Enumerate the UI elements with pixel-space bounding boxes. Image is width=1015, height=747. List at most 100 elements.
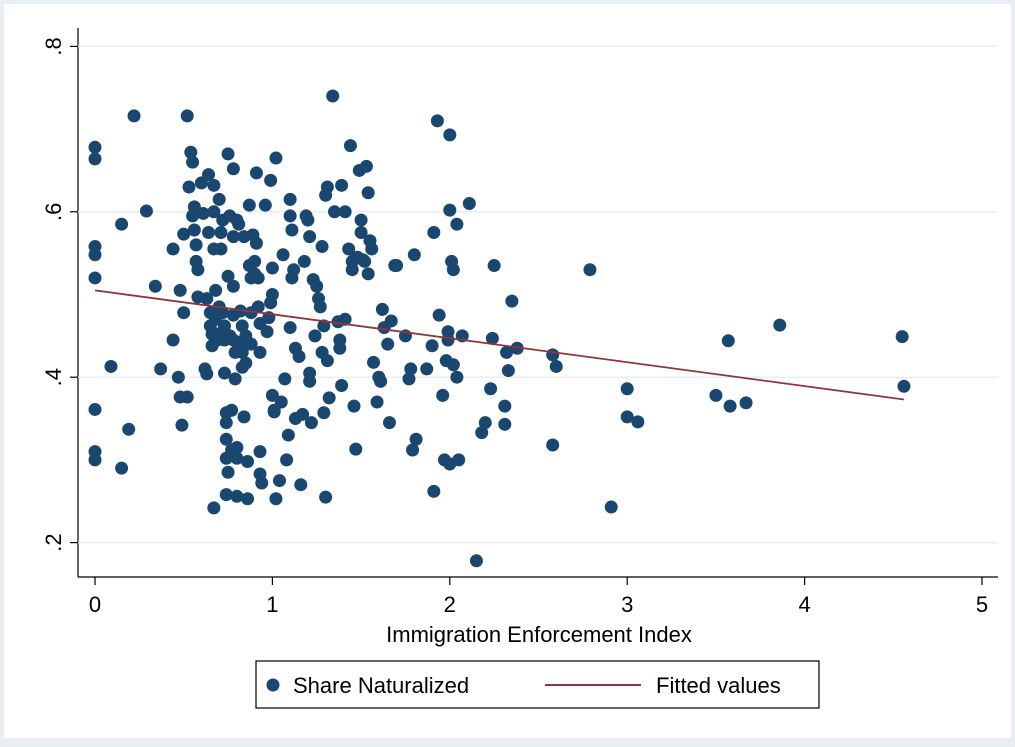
scatter-point [196,206,210,220]
scatter-point [895,330,909,344]
scatter-point [897,379,911,393]
scatter-point [276,248,290,262]
scatter-point [425,339,439,353]
scatter-point [347,399,361,413]
scatter-point [510,341,524,355]
scatter-point [359,159,373,173]
x-tick-label: 4 [798,592,810,617]
scatter-point [320,180,334,194]
scatter-point [631,415,645,429]
scatter-point [287,263,301,277]
scatter-point [335,378,349,392]
scatter-point [230,451,244,465]
scatter-point [251,300,265,314]
scatter-point [443,128,457,142]
scatter-point [384,314,398,328]
scatter-point [207,205,221,219]
scatter-point [452,453,466,467]
scatter-point [219,432,233,446]
scatter-point [148,279,162,293]
scatter-point [475,426,489,440]
scatter-point [478,416,492,430]
scatter-point [367,355,381,369]
scatter-point [166,242,180,256]
scatter-point [186,155,200,169]
scatter-point [88,140,102,154]
scatter-point [235,345,249,359]
scatter-point [218,366,232,380]
scatter-point [327,205,341,219]
scatter-point [281,428,295,442]
scatter-point [182,180,196,194]
scatter-point [175,418,189,432]
scatter-point [315,240,329,254]
scatter-point [546,348,560,362]
scatter-point [184,145,198,159]
scatter-point [498,399,512,413]
scatter-point [244,337,258,351]
scatter-point [427,225,441,239]
scatter-point [443,203,457,217]
legend-marker-share-naturalized [266,678,280,692]
scatter-point [249,236,263,250]
scatter-point [139,204,153,218]
scatter-point [216,306,230,320]
scatter-point [500,345,514,359]
scatter-point [469,554,483,568]
scatter-point [154,362,168,376]
scatter-point [88,453,102,467]
scatter-point [354,225,368,239]
scatter-point [269,492,283,506]
scatter-point [320,354,334,368]
scatter-point [278,372,292,386]
scatter-point [361,186,375,200]
scatter-point [189,238,203,252]
scatter-point [200,367,214,381]
scatter-point [283,209,297,223]
scatter-point [297,254,311,268]
scatter-point [292,350,306,364]
scatter-point [228,372,242,386]
scatter-point [498,417,512,431]
scatter-point [375,302,389,316]
scatter-point [221,269,235,283]
scatter-point [241,455,255,469]
scatter-point [283,192,297,206]
legend: Share Naturalized Fitted values [255,660,820,709]
scatter-point [177,306,191,320]
scatter-point [225,403,239,417]
scatter-point [432,308,446,322]
scatter-point [317,319,331,333]
scatter-point [214,242,228,256]
scatter-point [583,263,597,277]
x-tick-label: 3 [621,592,633,617]
scatter-point [358,254,372,268]
scatter-point [226,230,240,244]
scatter-point [709,388,723,402]
scatter-point [202,168,216,182]
scatter-point [406,443,420,457]
scatter-point [436,388,450,402]
scatter-point [308,329,322,343]
scatter-point [620,382,634,396]
scatter-point [171,370,185,384]
scatter-point [349,442,363,456]
scatter-point [255,476,269,490]
scatter-point [446,358,460,372]
scatter-point [338,312,352,326]
scatter-point [242,198,256,212]
scatter-point [427,484,441,498]
y-tick-label: .6 [41,203,66,221]
y-tick-label: .4 [41,368,66,386]
scatter-point [335,178,349,192]
fitted-line [94,289,905,401]
scatter-point [549,359,563,373]
scatter-point [505,294,519,308]
scatter-point [235,319,249,333]
scatter-point [317,406,331,420]
scatter-point [187,200,201,214]
scatter-point [301,213,315,227]
scatter-point [191,263,205,277]
scatter-point [381,337,395,351]
